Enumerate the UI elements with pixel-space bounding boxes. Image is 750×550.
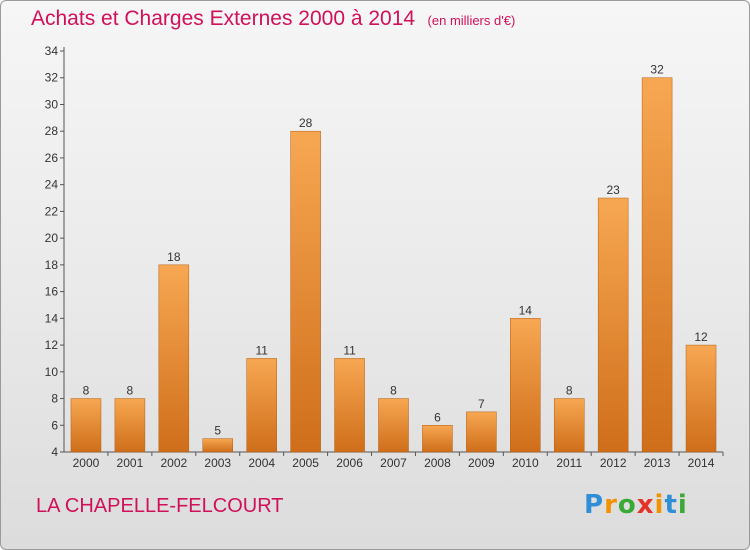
y-tick-label: 18 <box>45 258 59 272</box>
bar <box>685 344 717 453</box>
x-tick-label: 2002 <box>160 456 187 470</box>
location-label: LA CHAPELLE-FELCOURT <box>36 495 284 517</box>
y-tick-label: 4 <box>51 445 58 459</box>
logo-letter: x <box>636 490 655 520</box>
bar <box>510 318 541 453</box>
y-tick-label: 16 <box>45 285 59 299</box>
bar <box>641 77 673 453</box>
bar <box>202 438 234 453</box>
x-tick-label: 2003 <box>204 456 231 470</box>
bar-value-label: 8 <box>127 384 134 398</box>
bar-value-label: 11 <box>255 343 268 357</box>
x-tick-label: 2006 <box>336 456 363 470</box>
bar <box>70 398 102 453</box>
logo-letter: r <box>604 490 618 520</box>
logo-letter: o <box>617 490 637 520</box>
x-tick-label: 2008 <box>424 456 451 470</box>
bar-value-label: 8 <box>566 384 573 398</box>
bar-value-label: 32 <box>650 63 664 77</box>
proxiti-logo: Proxiti <box>584 490 688 520</box>
y-tick-label: 8 <box>51 392 58 406</box>
y-tick-label: 28 <box>45 124 59 138</box>
bar <box>246 358 277 453</box>
y-tick-label: 26 <box>45 151 59 165</box>
y-tick-label: 24 <box>45 178 59 192</box>
x-tick-label: 2007 <box>380 456 407 470</box>
x-tick-label: 2005 <box>292 456 319 470</box>
x-tick-label: 2001 <box>117 456 144 470</box>
bar <box>378 398 409 453</box>
bar <box>422 425 453 453</box>
x-tick-label: 2000 <box>73 456 100 470</box>
x-tick-label: 2012 <box>600 456 627 470</box>
bar <box>290 130 321 453</box>
bar-value-label: 23 <box>606 183 620 197</box>
bar <box>334 358 365 453</box>
x-tick-label: 2014 <box>688 456 715 470</box>
x-tick-label: 2010 <box>512 456 539 470</box>
y-tick-label: 22 <box>45 204 59 218</box>
bar-value-label: 8 <box>390 384 397 398</box>
y-tick-label: 6 <box>51 418 58 432</box>
y-tick-label: 20 <box>45 231 59 245</box>
chart-subtitle: (en milliers d'€) <box>427 13 516 28</box>
bar <box>114 398 146 453</box>
bar-value-label: 14 <box>519 303 533 317</box>
y-tick-label: 34 <box>45 44 59 58</box>
chart-title: Achats et Charges Externes 2000 à 2014 <box>31 7 416 30</box>
bar-value-label: 12 <box>694 330 708 344</box>
chart-title-block: Achats et Charges Externes 2000 à 2014 (… <box>31 7 515 31</box>
logo-letter: t <box>664 490 678 520</box>
bar-value-label: 8 <box>83 384 90 398</box>
bar-value-label: 5 <box>214 424 221 438</box>
y-tick-label: 32 <box>45 71 59 85</box>
bar-value-label: 11 <box>343 343 356 357</box>
bar <box>597 197 629 453</box>
bar-value-label: 7 <box>478 397 485 411</box>
y-tick-label: 30 <box>45 97 59 111</box>
bar <box>158 264 190 453</box>
bar-value-label: 6 <box>434 410 441 424</box>
bar-value-label: 28 <box>299 116 313 130</box>
bar <box>466 411 497 453</box>
logo-letter: i <box>677 490 688 520</box>
x-tick-label: 2013 <box>644 456 671 470</box>
y-tick-label: 14 <box>45 311 59 325</box>
x-tick-label: 2004 <box>248 456 275 470</box>
logo-letter: i <box>654 490 665 520</box>
logo-letter: P <box>584 490 605 520</box>
x-tick-label: 2011 <box>556 456 582 470</box>
y-tick-label: 10 <box>45 365 59 379</box>
bar <box>553 398 585 453</box>
bar-value-label: 18 <box>167 250 181 264</box>
y-tick-label: 12 <box>45 338 59 352</box>
x-tick-label: 2009 <box>468 456 495 470</box>
